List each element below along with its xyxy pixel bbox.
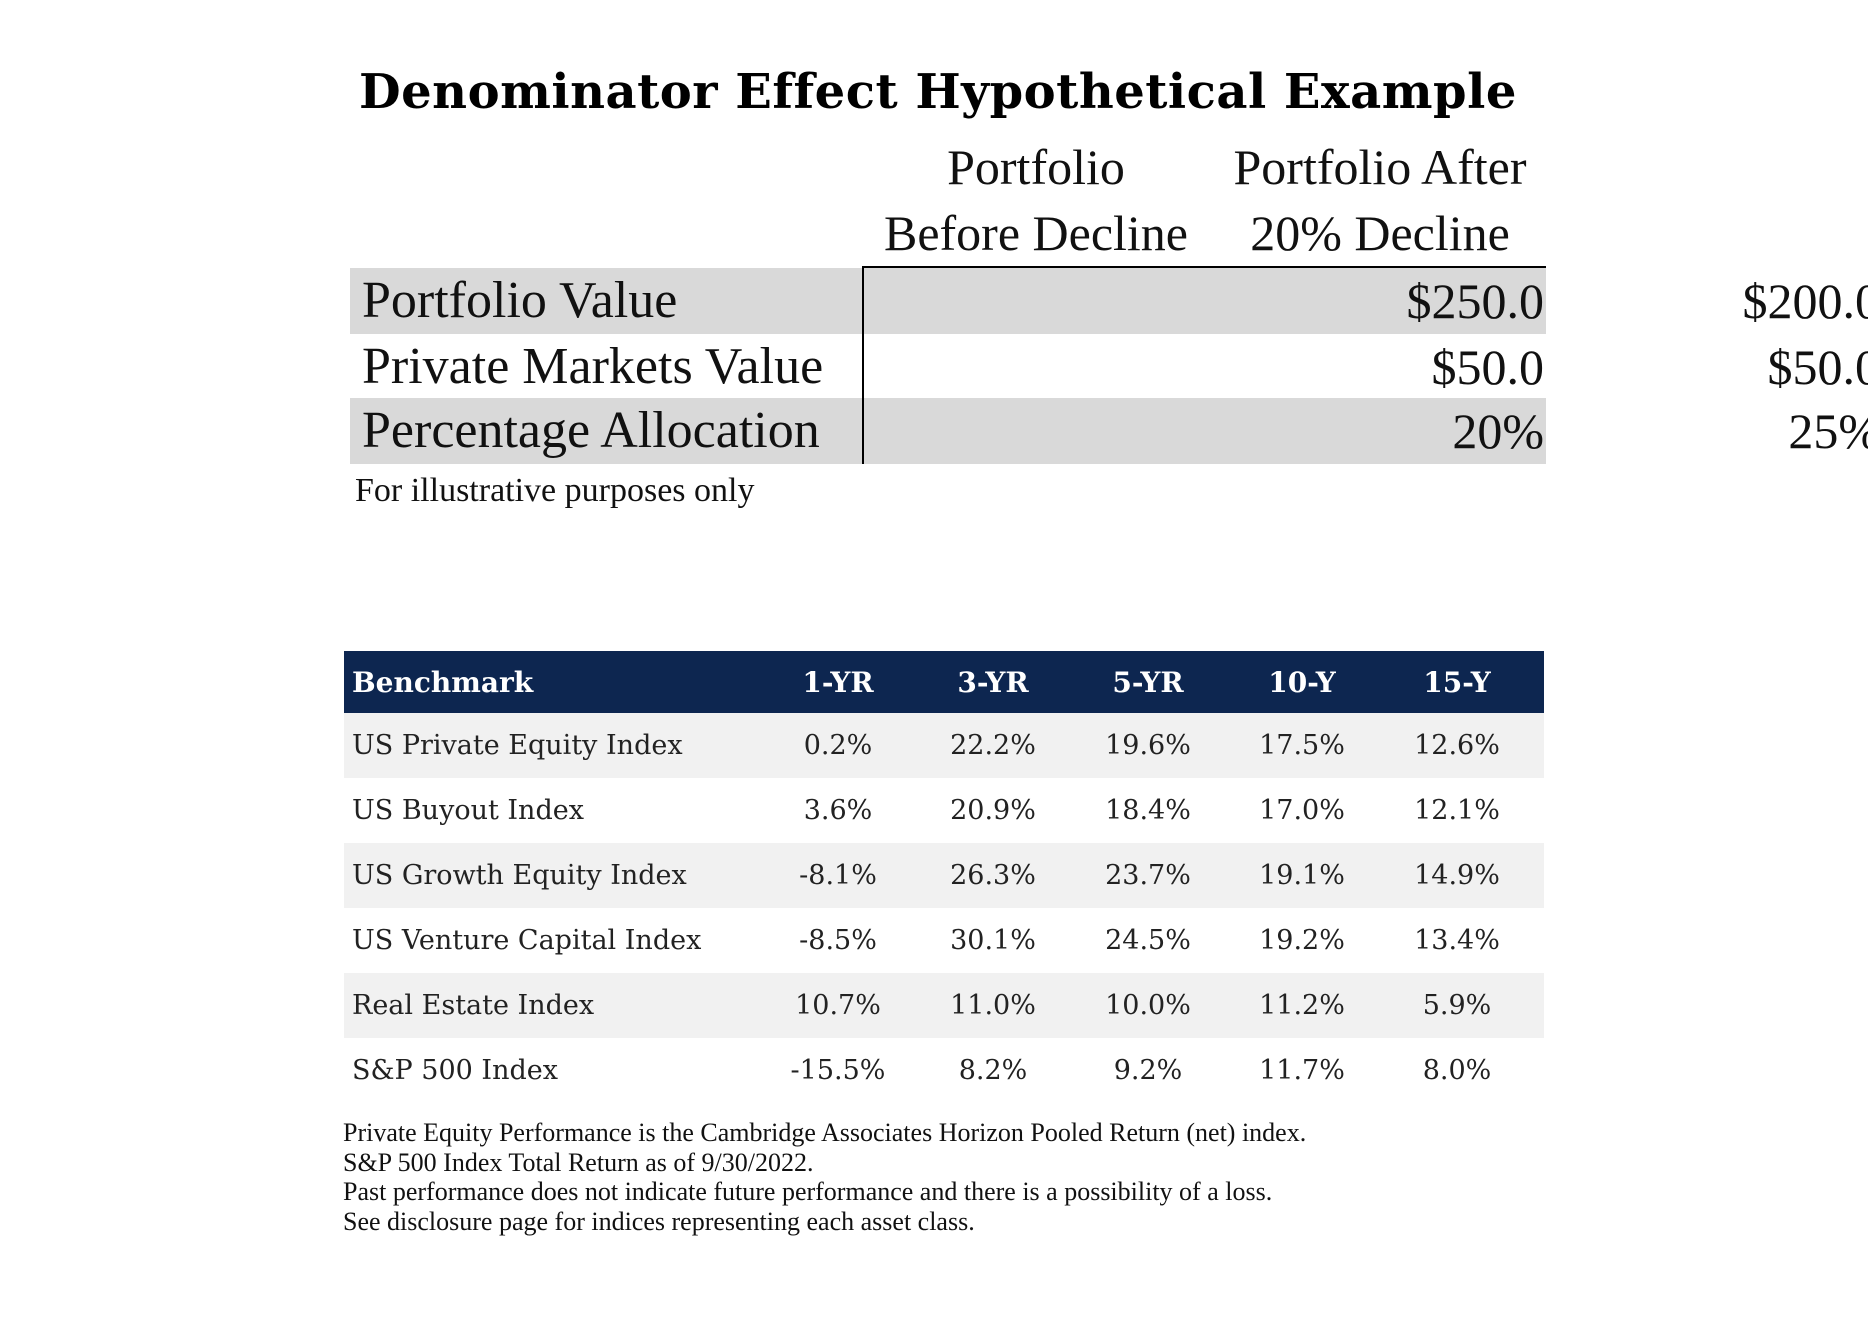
- portfolio-value-row: Portfolio Value $250.0 $200.0: [350, 268, 1868, 334]
- table-row: S&P 500 Index -15.5% 8.2% 9.2% 11.7% 8.0%: [344, 1038, 1544, 1103]
- return-y5: 9.2%: [1113, 1055, 1183, 1086]
- benchmark-name: US Venture Capital Index: [352, 925, 702, 956]
- return-y1: -15.5%: [790, 1055, 886, 1086]
- return-y1: 0.2%: [803, 730, 873, 761]
- benchmark-name: US Buyout Index: [352, 795, 584, 826]
- row-label: Percentage Allocation: [362, 402, 820, 459]
- return-y10: 11.7%: [1259, 1055, 1345, 1086]
- footnote: See disclosure page for indices represen…: [343, 1206, 975, 1236]
- return-y15: 13.4%: [1414, 925, 1500, 956]
- footnote: S&P 500 Index Total Return as of 9/30/20…: [343, 1147, 814, 1177]
- footnotes: Private Equity Performance is the Cambri…: [343, 1118, 1306, 1236]
- return-y5: 19.6%: [1105, 730, 1191, 761]
- return-y3: 20.9%: [950, 795, 1036, 826]
- table-row: US Private Equity Index 0.2% 22.2% 19.6% 17.…: [344, 713, 1544, 778]
- benchmark-name: S&P 500 Index: [352, 1055, 558, 1086]
- return-y1: -8.1%: [799, 860, 877, 891]
- return-y1: 10.7%: [795, 990, 881, 1021]
- value-after: 25%: [1788, 403, 1868, 459]
- return-y15: 12.6%: [1414, 730, 1500, 761]
- return-y10: 11.2%: [1259, 990, 1345, 1021]
- benchmark-name: US Growth Equity Index: [352, 860, 687, 891]
- return-y10: 19.2%: [1259, 925, 1345, 956]
- return-y15: 8.0%: [1422, 1055, 1492, 1086]
- value-before: $250.0: [1406, 273, 1545, 329]
- header-benchmark: Benchmark: [352, 665, 534, 699]
- header-15y: 15-Y: [1423, 665, 1491, 699]
- header-1yr: 1-YR: [802, 665, 874, 699]
- column-header-after: Portfolio After 20% Decline: [1210, 134, 1550, 266]
- private-markets-value-row: Private Markets Value $50.0 $50.0: [350, 334, 1868, 400]
- table-row: US Growth Equity Index -8.1% 26.3% 23.7% 19.…: [344, 843, 1544, 908]
- column-header-after-line1: Portfolio After: [1233, 139, 1527, 195]
- return-y1: 3.6%: [803, 795, 873, 826]
- column-header-after-line2: 20% Decline: [1250, 205, 1510, 261]
- row-label: Private Markets Value: [362, 338, 824, 395]
- table-column-divider: [862, 268, 864, 464]
- percentage-allocation-row: Percentage Allocation 20% 25%: [350, 398, 1868, 464]
- return-y5: 10.0%: [1105, 990, 1191, 1021]
- return-y5: 18.4%: [1105, 795, 1191, 826]
- return-y10: 17.5%: [1259, 730, 1345, 761]
- value-before: 20%: [1452, 403, 1544, 459]
- benchmark-table-body: US Private Equity Index 0.2% 22.2% 19.6% 17.…: [344, 713, 1544, 1103]
- return-y15: 12.1%: [1414, 795, 1500, 826]
- return-y10: 17.0%: [1259, 795, 1345, 826]
- return-y3: 11.0%: [950, 990, 1036, 1021]
- header-5yr: 5-YR: [1112, 665, 1184, 699]
- table-row: US Buyout Index 3.6% 20.9% 18.4% 17.0% 12.1%: [344, 778, 1544, 843]
- return-y10: 19.1%: [1259, 860, 1345, 891]
- return-y3: 26.3%: [950, 860, 1036, 891]
- footnote: Private Equity Performance is the Cambri…: [343, 1118, 1307, 1147]
- table-top-border: [862, 266, 1546, 268]
- column-header-before: Portfolio Before Decline: [868, 134, 1204, 266]
- header-3yr: 3-YR: [957, 665, 1029, 699]
- footnote: Past performance does not indicate futur…: [343, 1177, 1273, 1206]
- value-after: $200.0: [1742, 273, 1868, 329]
- benchmark-name: US Private Equity Index: [352, 730, 683, 761]
- return-y3: 30.1%: [950, 925, 1036, 956]
- return-y15: 5.9%: [1422, 990, 1492, 1021]
- benchmark-table: Benchmark 1-YR 3-YR 5-YR 10-Y 15-Y: [344, 651, 1544, 713]
- header-10y: 10-Y: [1268, 665, 1336, 699]
- benchmark-table-header: Benchmark 1-YR 3-YR 5-YR 10-Y 15-Y: [344, 651, 1544, 713]
- page-title: Denominator Effect Hypothetical Example: [359, 64, 1517, 120]
- return-y15: 14.9%: [1414, 860, 1500, 891]
- table-row: Real Estate Index 10.7% 11.0% 10.0% 11.2% 5.9…: [344, 973, 1544, 1038]
- return-y3: 22.2%: [950, 730, 1036, 761]
- column-header-before-line2: Before Decline: [883, 205, 1188, 261]
- column-header-before-line1: Portfolio: [947, 139, 1125, 195]
- value-after: $50.0: [1767, 339, 1868, 395]
- benchmark-name: Real Estate Index: [352, 990, 595, 1021]
- return-y1: -8.5%: [799, 925, 877, 956]
- illustrative-note: For illustrative purposes only: [355, 472, 755, 509]
- row-label: Portfolio Value: [362, 272, 678, 329]
- table-row: US Venture Capital Index -8.5% 30.1% 24.5% 1…: [344, 908, 1544, 973]
- return-y5: 23.7%: [1105, 860, 1191, 891]
- return-y5: 24.5%: [1105, 925, 1191, 956]
- value-before: $50.0: [1431, 339, 1545, 395]
- return-y3: 8.2%: [958, 1055, 1028, 1086]
